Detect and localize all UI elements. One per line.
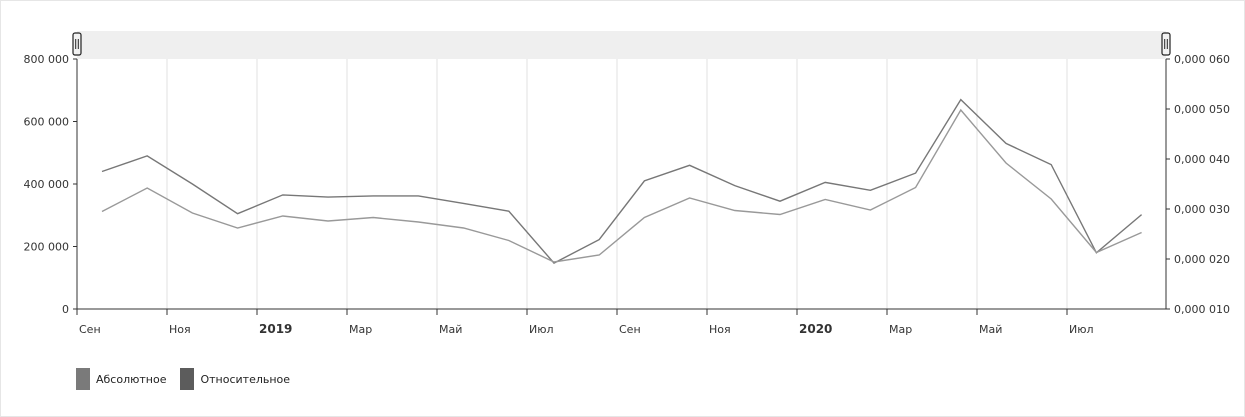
- series-line-relative: [101, 108, 1142, 263]
- legend-label-relative: Относительное: [200, 372, 291, 386]
- y-left-tick-label: 0: [62, 303, 69, 316]
- x-tick-label: Мар: [349, 323, 372, 336]
- x-tick-label: Сен: [619, 323, 641, 336]
- x-tick-label: Май: [979, 323, 1002, 336]
- x-tick-label: Ноя: [709, 323, 731, 336]
- x-tick-label: 2020: [799, 322, 832, 336]
- x-tick-label: Июл: [529, 323, 554, 336]
- x-tick-label: Июл: [1069, 323, 1094, 336]
- y-right-tick-label: 0,000 040: [1174, 153, 1230, 166]
- y-right-tick-label: 0,000 020: [1174, 253, 1230, 266]
- y-left-tick-label: 800 000: [24, 53, 70, 66]
- x-tick-label: Май: [439, 323, 462, 336]
- range-handle-left[interactable]: [72, 32, 82, 56]
- y-left-tick-label: 200 000: [24, 241, 70, 254]
- y-left-tick-label: 600 000: [24, 116, 70, 129]
- legend-swatch-absolute: [76, 368, 90, 390]
- y-right-tick-label: 0,000 050: [1174, 103, 1230, 116]
- range-handle-right[interactable]: [1161, 32, 1171, 56]
- legend-label-absolute: Абсолютное: [96, 372, 167, 386]
- range-navigator-band[interactable]: [77, 31, 1166, 59]
- legend-item-relative[interactable]: Относительное: [180, 368, 290, 390]
- x-tick-label: Мар: [889, 323, 912, 336]
- gridlines: [166, 59, 1068, 309]
- drag-handle-icon: [72, 32, 82, 56]
- x-tick-label: 2019: [259, 322, 292, 336]
- drag-handle-icon: [1161, 32, 1171, 56]
- y-right-tick-label: 0,000 060: [1174, 53, 1230, 66]
- legend-swatch-relative: [180, 368, 195, 390]
- legend-item-absolute[interactable]: Абсолютное: [76, 368, 166, 390]
- x-tick-label: Сен: [79, 323, 101, 336]
- x-tick-label: Ноя: [169, 323, 191, 336]
- series-lines: [101, 98, 1143, 264]
- series-line-absolute: [101, 98, 1143, 264]
- y-right-tick-label: 0,000 030: [1174, 203, 1230, 216]
- axes: 0 200 000 400 000 600 000 800 000 0,000 010 0,…: [24, 53, 1230, 336]
- range-handles[interactable]: [72, 32, 1171, 56]
- y-left-tick-label: 400 000: [24, 178, 70, 191]
- y-right-tick-label: 0,000 010: [1174, 303, 1230, 316]
- legend: Абсолютное Относительное: [76, 368, 290, 390]
